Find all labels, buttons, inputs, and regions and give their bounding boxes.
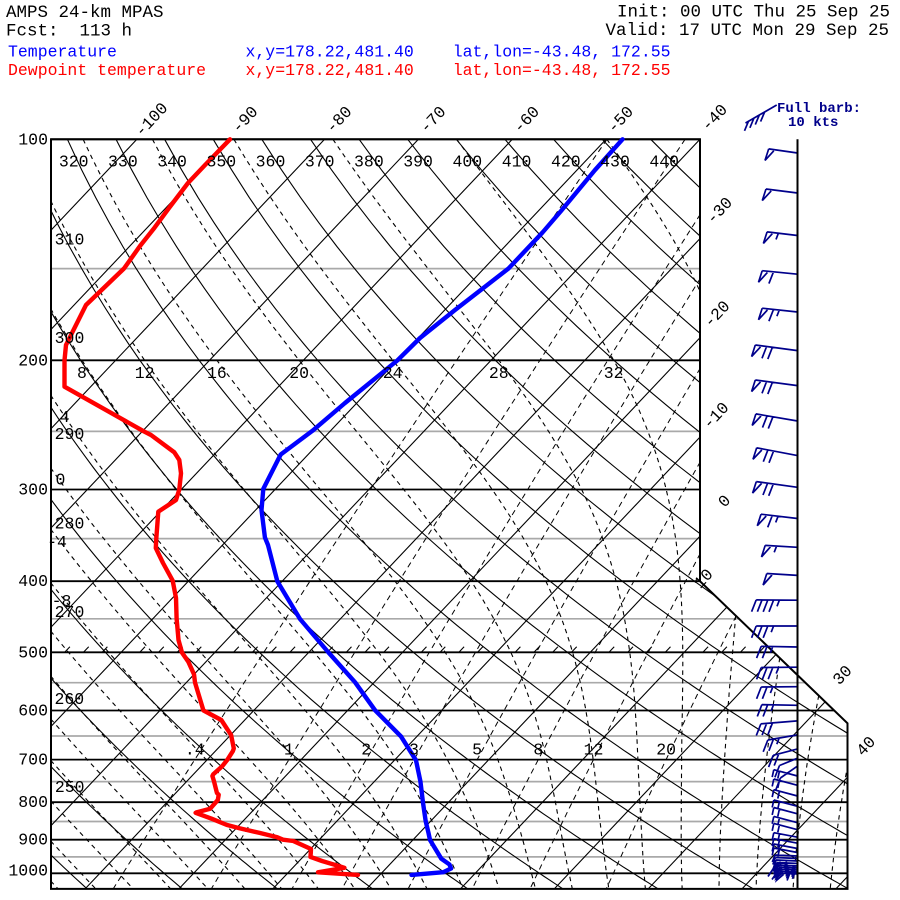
svg-text:0: 0: [55, 471, 65, 490]
svg-text:260: 260: [54, 690, 84, 709]
svg-text:12: 12: [584, 741, 604, 760]
svg-text:3: 3: [409, 741, 419, 760]
svg-text:440: 440: [649, 153, 679, 172]
svg-text:390: 390: [403, 153, 433, 172]
svg-text:700: 700: [18, 751, 48, 770]
svg-text:AMPS 24-km MPAS: AMPS 24-km MPAS: [6, 3, 164, 23]
svg-text:330: 330: [108, 153, 138, 172]
svg-text:300: 300: [18, 481, 48, 500]
svg-text:200: 200: [18, 351, 48, 370]
svg-text:Dewpoint temperature: Dewpoint temperature: [8, 61, 206, 80]
svg-text:500: 500: [18, 643, 48, 662]
svg-text:5: 5: [472, 741, 482, 760]
svg-text:350: 350: [206, 153, 236, 172]
svg-text:20: 20: [656, 741, 676, 760]
svg-text:410: 410: [502, 153, 532, 172]
svg-text:420: 420: [551, 153, 581, 172]
svg-text:380: 380: [354, 153, 384, 172]
svg-text:270: 270: [55, 603, 85, 622]
svg-text:lat,lon=-43.48, 172.55: lat,lon=-43.48, 172.55: [453, 61, 671, 80]
svg-text:900: 900: [18, 831, 48, 850]
svg-text:x,y=178.22,481.40: x,y=178.22,481.40: [246, 61, 414, 80]
svg-text:430: 430: [600, 153, 630, 172]
svg-text:4: 4: [60, 408, 70, 427]
svg-text:10 kts: 10 kts: [788, 115, 838, 131]
svg-text:370: 370: [305, 153, 335, 172]
svg-text:-4: -4: [47, 533, 67, 552]
svg-text:Valid: 17 UTC Mon 29 Sep 25: Valid: 17 UTC Mon 29 Sep 25: [606, 21, 890, 41]
svg-text:Temperature: Temperature: [8, 43, 117, 62]
svg-text:2: 2: [361, 741, 371, 760]
svg-text:340: 340: [157, 153, 187, 172]
svg-text:400: 400: [18, 572, 48, 591]
svg-text:32: 32: [604, 364, 624, 383]
svg-text:x,y=178.22,481.40: x,y=178.22,481.40: [246, 43, 414, 62]
svg-text:1000: 1000: [8, 861, 48, 880]
svg-text:.4: .4: [185, 741, 205, 760]
svg-text:290: 290: [55, 425, 85, 444]
svg-text:lat,lon=-43.48, 172.55: lat,lon=-43.48, 172.55: [453, 43, 671, 62]
svg-text:310: 310: [55, 231, 85, 250]
svg-text:8: 8: [77, 364, 87, 383]
svg-text:16: 16: [207, 364, 227, 383]
svg-text:280: 280: [55, 515, 85, 534]
svg-text:1: 1: [284, 741, 294, 760]
svg-text:20: 20: [289, 364, 309, 383]
svg-text:Fcst: 113 h: Fcst: 113 h: [6, 22, 132, 42]
svg-text:24: 24: [383, 364, 403, 383]
svg-text:100: 100: [18, 130, 48, 149]
svg-text:320: 320: [59, 153, 89, 172]
svg-text:-8: -8: [52, 592, 72, 611]
svg-text:800: 800: [18, 793, 48, 812]
svg-text:300: 300: [55, 329, 85, 348]
svg-text:8: 8: [533, 741, 543, 760]
svg-text:Full barb:: Full barb:: [777, 101, 861, 117]
svg-text:250: 250: [55, 778, 85, 797]
svg-text:600: 600: [18, 702, 48, 721]
svg-text:360: 360: [256, 153, 286, 172]
svg-text:28: 28: [489, 364, 509, 383]
svg-text:400: 400: [452, 153, 482, 172]
svg-text:Init: 00 UTC Thu 25 Sep 25: Init: 00 UTC Thu 25 Sep 25: [617, 3, 890, 23]
svg-text:12: 12: [135, 364, 155, 383]
